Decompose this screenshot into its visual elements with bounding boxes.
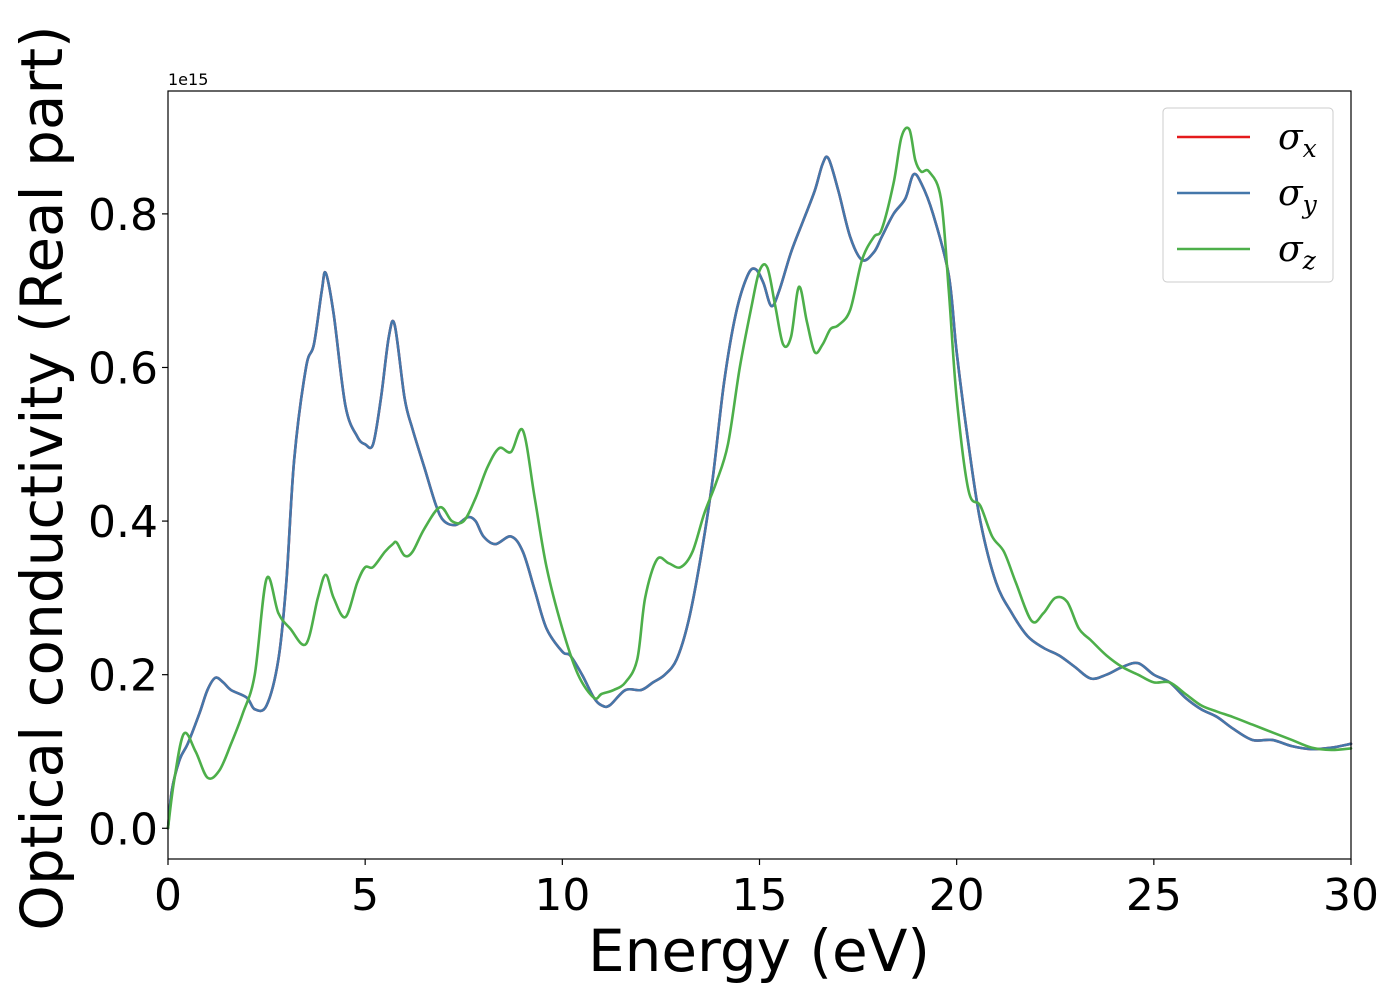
y-tick-label: 0.0 xyxy=(88,804,158,855)
legend-box xyxy=(1162,107,1334,283)
y-axis-title: Optical conductivity (Real part) xyxy=(8,25,76,930)
x-tick-label: 10 xyxy=(534,870,590,921)
x-tick-label: 30 xyxy=(1323,870,1379,921)
x-axis-title: Energy (eV) xyxy=(588,917,930,985)
y-offset-label: 1e15 xyxy=(168,70,208,89)
series-line-2 xyxy=(166,126,1353,830)
x-tick-label: 5 xyxy=(351,870,379,921)
y-tick-label: 0.6 xyxy=(88,343,158,394)
series-line-1 xyxy=(166,155,1353,830)
legend-label-1: σy xyxy=(1278,173,1318,219)
series-layer xyxy=(166,126,1353,830)
y-tick-label: 0.2 xyxy=(88,651,158,702)
legend-label-2: σz xyxy=(1278,229,1317,275)
x-tick-label: 0 xyxy=(154,870,182,921)
y-tick-label: 0.4 xyxy=(88,497,158,548)
x-tick-label: 25 xyxy=(1126,870,1182,921)
y-tick-label: 0.8 xyxy=(88,190,158,241)
legend: σx σy σz xyxy=(1162,107,1334,283)
x-tick-label: 15 xyxy=(732,870,788,921)
y-axis-ticks: 0.0 0.2 0.4 0.6 0.8 xyxy=(88,190,168,855)
x-axis-ticks: 0 5 10 15 20 25 30 xyxy=(154,859,1379,921)
x-tick-label: 20 xyxy=(929,870,985,921)
legend-label-0: σx xyxy=(1278,117,1317,163)
plot-area xyxy=(168,91,1351,859)
